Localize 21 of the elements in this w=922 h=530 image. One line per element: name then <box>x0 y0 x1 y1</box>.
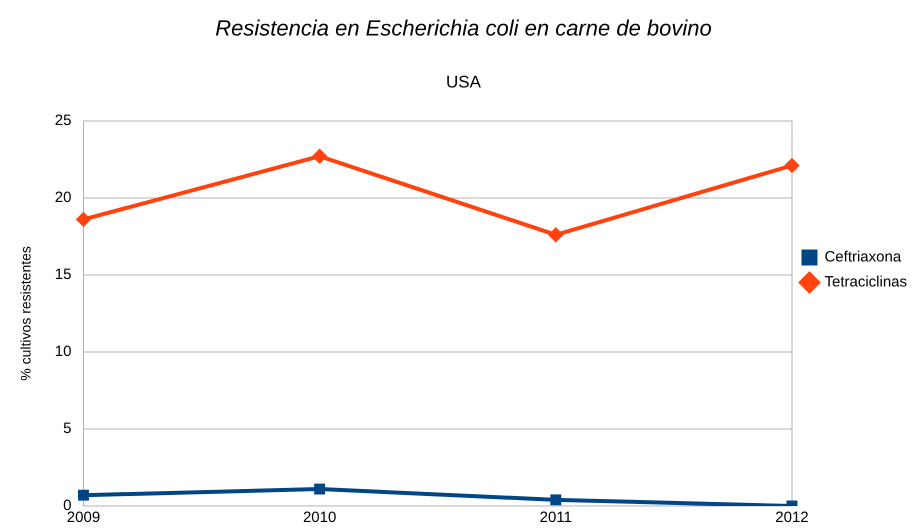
y-tick-label: 25 <box>54 112 72 129</box>
legend-label: Ceftriaxona <box>824 248 902 266</box>
point <box>78 490 89 501</box>
y-tick-label: 15 <box>54 266 72 284</box>
x-tick-label: 2011 <box>540 509 572 526</box>
point <box>548 227 564 242</box>
chart-subtitle: USA <box>446 72 482 92</box>
y-axis-title: % cultivos resistentes <box>17 246 34 381</box>
legend-label: Tetraciclinas <box>824 274 907 291</box>
y-tick-label: 10 <box>54 343 72 360</box>
x-tick-label: 2010 <box>302 509 336 526</box>
x-tick-label: 2009 <box>66 509 100 526</box>
point <box>312 148 328 164</box>
y-tick-label: 20 <box>54 188 72 206</box>
point <box>550 494 562 506</box>
x-tick-label: 2012 <box>775 509 809 526</box>
chart-title: Resistencia en Escherichia coli en carne de bovino <box>215 15 712 40</box>
point <box>76 212 91 227</box>
point <box>314 484 326 494</box>
y-tick-label: 5 <box>63 420 72 438</box>
point <box>784 158 800 173</box>
